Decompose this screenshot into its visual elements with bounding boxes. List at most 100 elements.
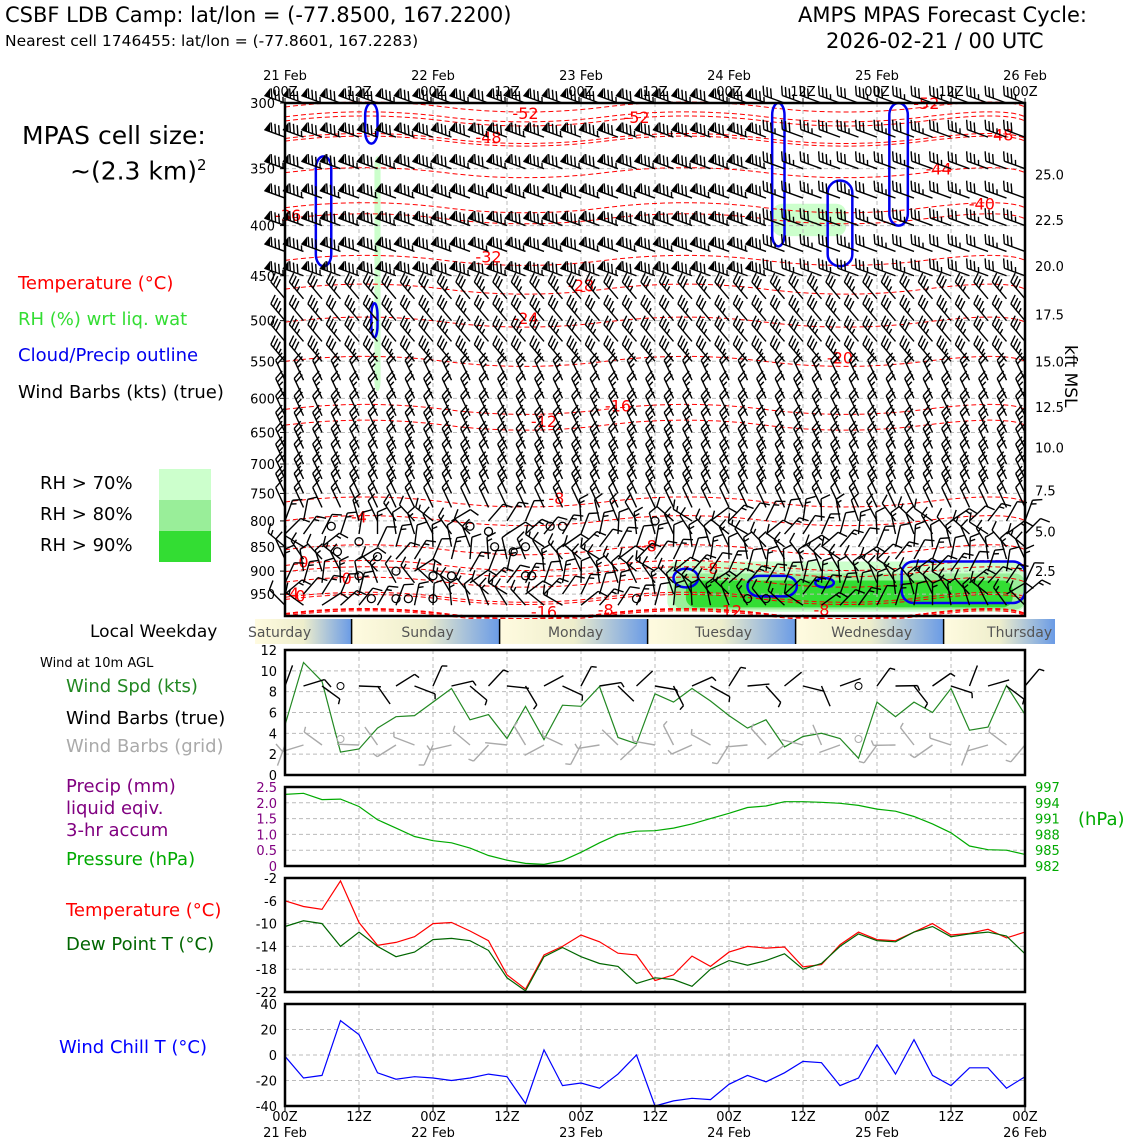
wind-barb [597, 122, 619, 138]
wind-barb [700, 420, 712, 449]
wind-barb [467, 88, 489, 104]
wind-barb [751, 315, 767, 342]
wind-barb [330, 420, 342, 449]
wind-barb [412, 183, 434, 199]
wind-barb [571, 465, 582, 494]
wind-barb [830, 420, 841, 449]
wind-barb [523, 183, 545, 199]
wind-barb [441, 387, 453, 417]
surface-wind-barb [617, 685, 635, 702]
wind-barb [689, 88, 711, 104]
wind-barb [645, 404, 656, 433]
pressure-tick-label: 985 [1035, 844, 1060, 859]
wind-barb [441, 404, 453, 433]
wind-barb [597, 88, 619, 104]
temp-panel-tick-label: -2 [264, 872, 277, 887]
wind-barb [578, 493, 589, 521]
wind-barb [663, 387, 675, 417]
wind-barb [672, 579, 686, 606]
wind-barb [356, 122, 378, 138]
wind-barb [552, 352, 564, 381]
wind-barb [719, 387, 730, 417]
wind-barb [700, 370, 712, 399]
wind-barb [423, 387, 434, 417]
wind-barb [478, 577, 490, 606]
wind-barb [395, 523, 412, 547]
calm-wind-circle [483, 526, 494, 537]
wind-barb [441, 420, 453, 449]
wind-barb [423, 465, 434, 494]
wind-barb [598, 509, 614, 535]
wind-barb [682, 352, 693, 381]
wind-barb [399, 315, 416, 342]
temp-panel-tick-label: -18 [256, 963, 277, 978]
bottom-date-label: 24 Feb [707, 1126, 751, 1140]
wind-barb [880, 315, 897, 342]
surface-wind-barb [765, 685, 782, 708]
wind-barb [460, 404, 471, 433]
wind-barb [460, 420, 471, 449]
surface-wind-barb-grid [303, 726, 323, 746]
wind-barb [338, 183, 360, 199]
wind-barb [726, 236, 748, 253]
wind-barb [589, 465, 601, 494]
legend-cell-size-1: MPAS cell size: [22, 121, 206, 150]
wind-barb [450, 535, 467, 560]
wind-barb [542, 584, 563, 606]
cloud-outline [363, 101, 379, 145]
pressure-tick-label: 550 [250, 355, 275, 370]
temperature-contour-label: -4 [351, 508, 367, 527]
wind-barb [793, 404, 804, 433]
wind-panel-tick-label: 12 [260, 644, 277, 659]
wind-barb [711, 510, 730, 535]
wind-barb [765, 545, 778, 572]
wind-header: Wind at 10m AGL [40, 656, 154, 671]
wind-barb [399, 335, 416, 362]
wind-barb [672, 499, 693, 522]
wind-barb [774, 404, 786, 433]
wind-barb [534, 387, 545, 417]
wind-barb [756, 479, 767, 508]
wind-barb [663, 465, 675, 494]
wind-barb [910, 258, 933, 277]
isotherm-line [284, 111, 1026, 123]
wind-barb [529, 294, 545, 322]
wind-barb [418, 315, 434, 342]
wind-barb [867, 420, 878, 449]
wind-barb [756, 404, 767, 433]
wind-barb [284, 579, 312, 595]
wind-barb [991, 315, 1008, 342]
legend-barbs: Wind Barbs (kts) (true) [18, 382, 224, 403]
wind-barb [486, 210, 508, 227]
wind-barb [460, 465, 471, 494]
wind-barb [547, 272, 564, 300]
wind-barb [621, 272, 638, 300]
wind-barb [817, 151, 841, 170]
surface-wind-barb-grid [966, 744, 989, 752]
wind-barb [635, 524, 654, 547]
bottom-hour-label: 12Z [494, 1110, 520, 1125]
wind-barb [562, 533, 590, 548]
wind-barb [663, 420, 675, 449]
wind-barb [566, 315, 582, 342]
surface-wind-barb [1024, 668, 1045, 687]
wind-barb [682, 404, 693, 433]
wind-barb [821, 531, 848, 548]
wind-barb [312, 479, 323, 508]
wind-barb [393, 88, 415, 104]
wind-barb [780, 234, 804, 253]
isotherm-line [284, 202, 1026, 214]
bottom-hour-label: 00Z [864, 1110, 890, 1125]
wind-barb [312, 387, 323, 417]
wind-barb [399, 272, 416, 300]
wind-barb [621, 315, 638, 342]
top-hour-label: 00Z [272, 85, 298, 100]
calm-wind-circle [336, 735, 345, 743]
wind-barb [703, 518, 712, 547]
surface-wind-barb [599, 681, 625, 688]
wind-barb [560, 236, 582, 253]
wind-barb [663, 479, 675, 508]
wind-barb [312, 420, 323, 449]
wind-barb [460, 370, 471, 399]
wind-barb [561, 514, 584, 535]
